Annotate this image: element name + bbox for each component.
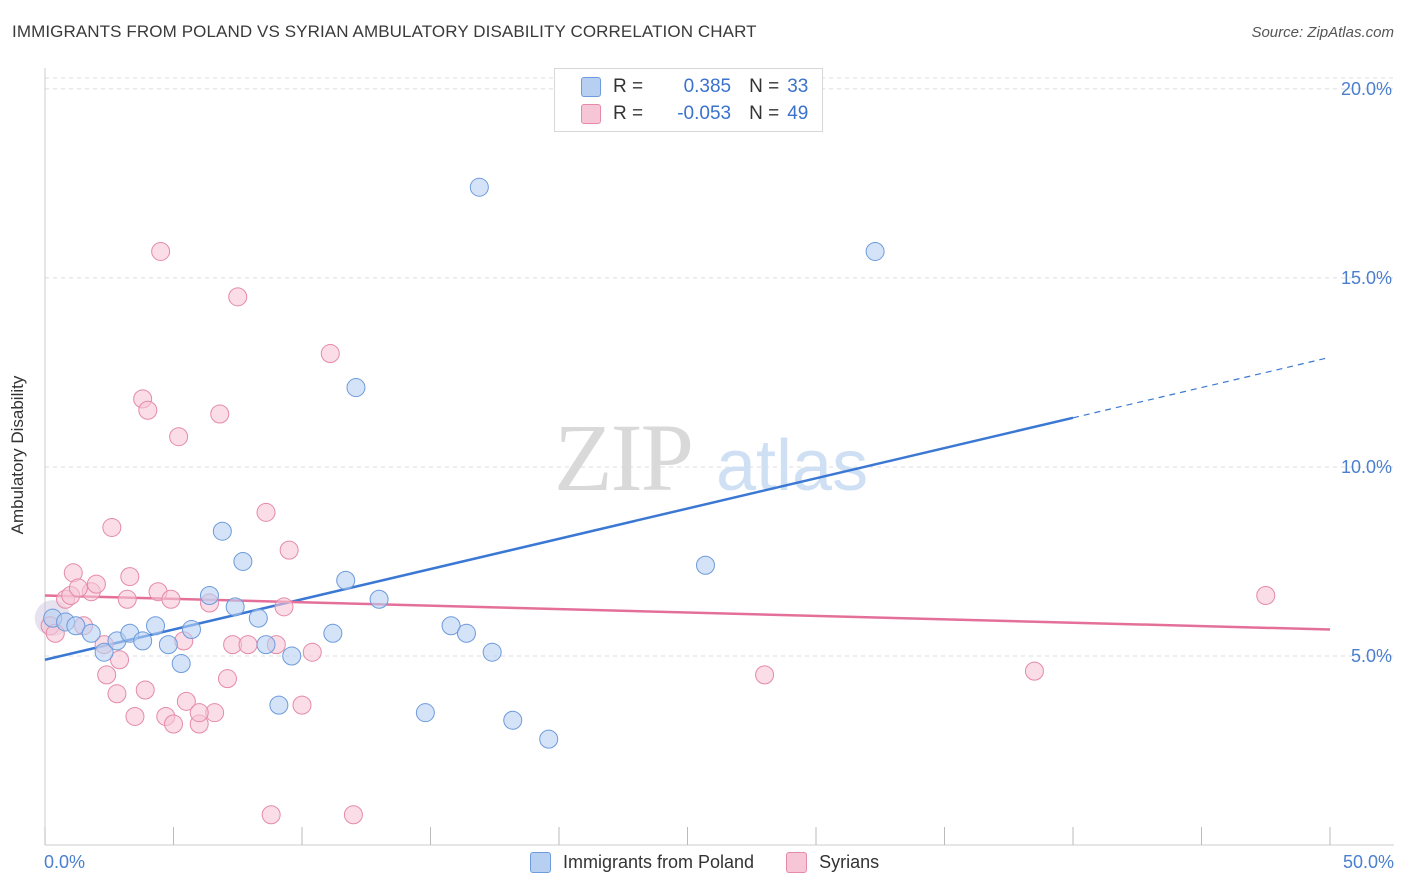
watermark-zip: ZIP	[554, 404, 692, 511]
legend-n-value-poland: 33	[787, 76, 809, 97]
syrians-point	[107, 684, 127, 704]
poland-point	[695, 555, 715, 575]
poland-point	[158, 635, 178, 655]
syrians-point	[117, 589, 137, 609]
poland-point	[256, 635, 276, 655]
poland-point	[323, 623, 343, 643]
x-axis-min-label: 0.0%	[44, 852, 86, 872]
legend-row-poland: R = 0.385 N = 33	[581, 75, 808, 99]
poland-point	[81, 623, 101, 643]
syrians-point	[176, 691, 196, 711]
watermark: ZIP atlas	[554, 404, 868, 511]
poland-point	[469, 177, 489, 197]
syrians-point	[279, 540, 299, 560]
y-tick-label: 15.0%	[1341, 268, 1392, 288]
x-axis-max-label: 50.0%	[1342, 852, 1394, 872]
series-name-syrians: Syrians	[819, 852, 880, 872]
syrians-point	[125, 706, 145, 726]
syrians-point	[261, 805, 281, 825]
poland-point	[482, 642, 502, 662]
syrians-point	[210, 404, 230, 424]
legend-swatch-syrians	[581, 104, 601, 124]
series-name-poland: Immigrants from Poland	[563, 852, 755, 872]
poland-point	[146, 616, 166, 636]
syrians-point	[292, 695, 312, 715]
syrians-point	[217, 669, 237, 689]
poland-point	[269, 695, 289, 715]
syrians-point	[343, 805, 363, 825]
poland-point	[171, 654, 191, 674]
syrians-point	[302, 642, 322, 662]
correlation-legend: R = 0.385 N = 33 R = -0.053 N = 49	[554, 68, 823, 132]
syrians-point	[138, 400, 158, 420]
series-legend-poland: Immigrants from Poland	[530, 852, 754, 873]
legend-swatch-poland	[581, 77, 601, 97]
syrians-point	[256, 502, 276, 522]
syrians-point	[164, 714, 183, 734]
series-swatch-poland	[530, 852, 551, 873]
syrians-point	[238, 635, 258, 655]
poland-point	[212, 521, 232, 541]
syrians-point	[86, 574, 106, 594]
series-legend-syrians: Syrians	[786, 852, 879, 873]
syrians-point	[97, 665, 117, 685]
series-legend: Immigrants from Poland Syrians	[530, 852, 911, 873]
y-axis-label: Ambulatory Disability	[8, 375, 27, 535]
poland-point	[346, 378, 366, 398]
syrians-point	[110, 650, 130, 670]
poland-point	[456, 623, 476, 643]
source-label: Source: ZipAtlas.com	[1251, 24, 1394, 41]
poland-point	[336, 570, 356, 590]
legend-n-label: N =	[749, 103, 780, 124]
syrians-trendline	[44, 594, 1331, 631]
poland-point	[282, 646, 302, 666]
poland-point	[539, 729, 559, 749]
series-swatch-syrians	[786, 852, 808, 873]
poland-trendline	[44, 416, 1074, 661]
syrians-point	[274, 597, 294, 617]
poland-trendline-extension	[1072, 356, 1331, 419]
poland-point	[199, 585, 219, 605]
syrians-point	[135, 680, 155, 700]
poland-point	[248, 608, 268, 628]
syrians-point	[169, 427, 189, 447]
legend-r-value-syrians: -0.053	[677, 103, 732, 124]
syrians-point	[189, 703, 209, 723]
legend-n-value-syrians: 49	[787, 103, 809, 124]
y-tick-label: 5.0%	[1351, 646, 1392, 666]
syrians-point	[228, 287, 248, 307]
poland-point	[233, 551, 253, 571]
syrians-point	[320, 344, 340, 364]
syrians-point	[161, 589, 181, 609]
syrians-point	[102, 517, 122, 537]
poland-point	[865, 241, 885, 261]
legend-r-value-poland: 0.385	[683, 76, 732, 97]
syrians-point	[755, 665, 775, 685]
y-tick-label: 10.0%	[1341, 457, 1392, 477]
poland-point	[415, 703, 435, 723]
poland-point	[369, 589, 389, 609]
poland-point	[503, 710, 523, 730]
poland-point	[441, 616, 461, 636]
legend-r-label: R =	[613, 76, 644, 97]
watermark-atlas: atlas	[716, 426, 868, 506]
legend-r-label: R =	[613, 103, 644, 124]
poland-point	[181, 620, 201, 640]
syrians-point	[151, 241, 171, 261]
legend-row-syrians: R = -0.053 N = 49	[581, 102, 808, 126]
syrians-point	[1256, 585, 1276, 605]
poland-point	[66, 616, 86, 636]
legend-n-label: N =	[749, 76, 780, 97]
poland-point	[225, 597, 245, 617]
y-tick-label: 20.0%	[1341, 79, 1392, 99]
poland-point	[133, 631, 153, 651]
chart-title: IMMIGRANTS FROM POLAND VS SYRIAN AMBULAT…	[12, 22, 757, 41]
syrians-point	[1024, 661, 1044, 681]
syrians-point	[120, 567, 140, 587]
poland-point	[94, 642, 114, 662]
syrians-point	[68, 578, 88, 598]
